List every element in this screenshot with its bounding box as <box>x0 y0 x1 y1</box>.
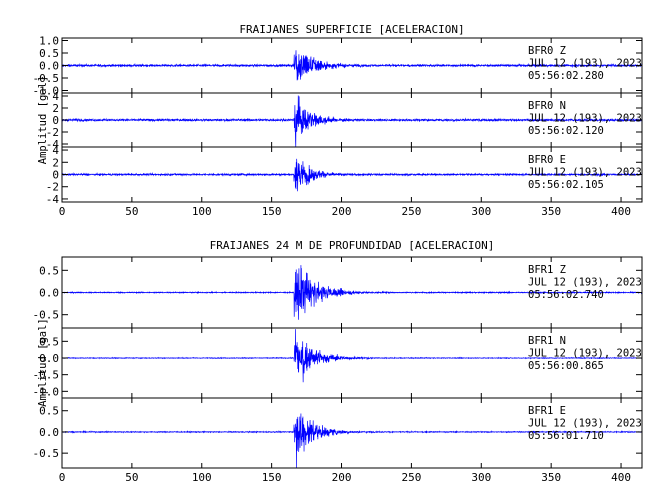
station-label-line: BFR0 E <box>528 154 566 166</box>
station-label-line: 05:56:02.280 <box>528 70 604 82</box>
y-tick-label: 0.0 <box>39 60 59 73</box>
y-tick-label: 0.0 <box>39 287 59 300</box>
y-tick-label: -4 <box>46 138 60 151</box>
x-tick-label: 400 <box>611 471 631 484</box>
y-tick-label: -0.5 <box>33 309 60 322</box>
y-tick-label: 0.0 <box>39 426 59 439</box>
waveform-trace-bfr0-n <box>61 95 643 147</box>
x-tick-label: 250 <box>401 205 421 218</box>
station-label-line: JUL 12 (193), 2023 <box>528 167 642 179</box>
x-tick-label: 250 <box>401 471 421 484</box>
x-tick-label: 0 <box>59 471 66 484</box>
x-tick-label: 200 <box>332 471 352 484</box>
station-label-line: 05:56:02.740 <box>528 289 604 301</box>
x-tick-label: 0 <box>59 205 66 218</box>
station-label-line: JUL 12 (193), 2023 <box>528 348 642 360</box>
y-tick-label: -2 <box>46 181 59 194</box>
y-tick-label: 0.5 <box>39 335 59 348</box>
x-tick-label: 300 <box>471 205 491 218</box>
waveform-trace-bfr0-z <box>61 50 643 81</box>
x-tick-label: 150 <box>262 471 282 484</box>
x-tick-label: 300 <box>471 471 491 484</box>
station-label-line: BFR0 Z <box>528 45 566 57</box>
x-tick-label: 100 <box>192 205 212 218</box>
waveform-trace-bfr1-e <box>61 413 643 469</box>
y-tick-label: 0 <box>52 114 59 127</box>
y-tick-label: 4 <box>52 144 59 157</box>
x-tick-label: 50 <box>125 205 138 218</box>
x-tick-label: 350 <box>541 471 561 484</box>
y-tick-label: -1.0 <box>33 385 60 398</box>
y-tick-label: 2 <box>52 156 59 169</box>
y-tick-label: -4 <box>46 193 60 206</box>
y-tick-label: 0.5 <box>39 264 59 277</box>
station-label-line: BFR1 N <box>528 335 566 347</box>
station-label-line: JUL 12 (193), 2023 <box>528 418 642 430</box>
y-tick-label: -0.5 <box>33 72 60 85</box>
y-axis-label: Amplitud [gal] <box>37 318 49 407</box>
station-label-line: 05:56:02.105 <box>528 179 604 191</box>
y-tick-label: 0.5 <box>39 405 59 418</box>
station-label-line: 05:56:01.710 <box>528 430 604 442</box>
station-label-line: BFR0 N <box>528 100 566 112</box>
y-tick-label: -0.5 <box>33 369 60 382</box>
panel-frame <box>61 397 643 469</box>
y-tick-label: -2 <box>46 126 59 139</box>
x-tick-label: 200 <box>332 205 352 218</box>
y-tick-label: 0.5 <box>39 47 59 60</box>
x-tick-label: 400 <box>611 205 631 218</box>
y-tick-label: 0 <box>52 169 59 182</box>
x-tick-label: 150 <box>262 205 282 218</box>
y-tick-label: 0.0 <box>39 352 59 365</box>
waveform-trace-bfr1-z <box>61 265 643 320</box>
chart-title: FRAIJANES 24 M DE PROFUNDIDAD [ACELERACI… <box>210 239 495 252</box>
y-tick-label: 4 <box>52 90 59 103</box>
station-label-line: BFR1 E <box>528 405 566 417</box>
x-tick-label: 100 <box>192 471 212 484</box>
waveform-trace-bfr0-e <box>61 158 643 192</box>
y-axis-label: Amplitud [gal] <box>37 76 49 165</box>
station-label-line: 05:56:02.120 <box>528 125 604 137</box>
chart-title: FRAIJANES SUPERFICIE [ACELERACION] <box>239 23 464 36</box>
y-tick-label: -0.5 <box>33 447 60 460</box>
waveform-trace-bfr1-n <box>61 329 643 383</box>
station-label-line: JUL 12 (193), 2023 <box>528 113 642 125</box>
x-tick-label: 350 <box>541 205 561 218</box>
station-label-line: BFR1 Z <box>528 264 566 276</box>
y-tick-label: -1.0 <box>33 85 60 98</box>
x-tick-label: 50 <box>125 471 138 484</box>
station-label-line: 05:56:00.865 <box>528 360 604 372</box>
station-label-line: JUL 12 (193), 2023 <box>528 277 642 289</box>
y-tick-label: 1.0 <box>39 35 59 48</box>
station-label-line: JUL 12 (193), 2023 <box>528 58 642 70</box>
y-tick-label: 2 <box>52 102 59 115</box>
